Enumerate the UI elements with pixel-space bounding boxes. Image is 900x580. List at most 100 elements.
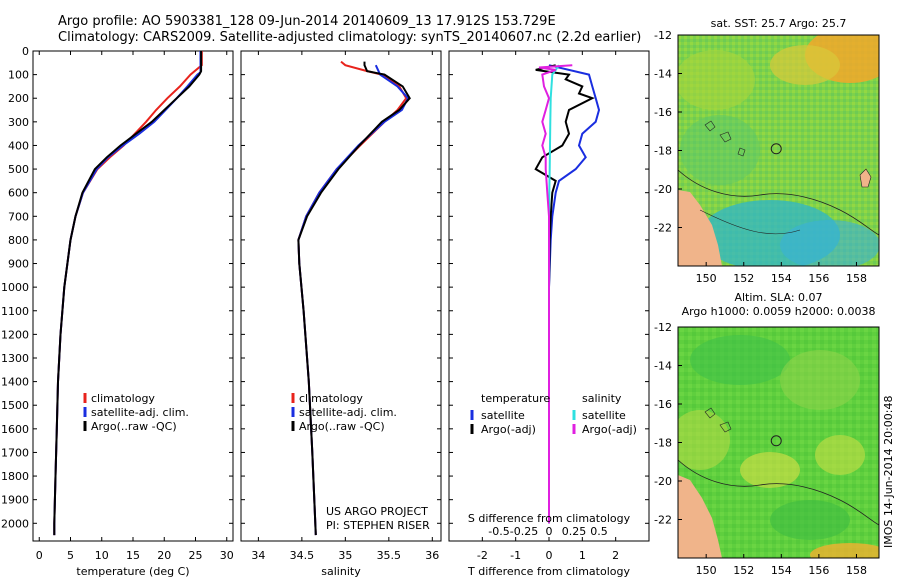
- map-xtick-label: 154: [771, 564, 792, 577]
- temperature-xtick-label: 15: [126, 549, 140, 562]
- salinity-diff-tick-label: -0.25: [510, 525, 538, 538]
- map-ytick-label: -22: [654, 514, 672, 527]
- salinity-xtick-label: 36: [425, 549, 439, 562]
- map-ytick-label: -20: [654, 183, 672, 196]
- legend-label: satellite: [582, 409, 626, 422]
- salinity-xlabel: salinity: [321, 565, 361, 578]
- title-line-1: Argo profile: AO 5903381_128 09-Jun-2014…: [58, 14, 556, 29]
- imos-timestamp: IMOS 14-Jun-2014 20:00:48: [882, 395, 895, 548]
- sla-map-field: [678, 327, 879, 558]
- salinity-diff-tick-label: 0.5: [590, 525, 608, 538]
- legend-label: Argo(-adj): [582, 423, 637, 436]
- y-tick-label: 1500: [1, 399, 29, 412]
- differences-xtick-label: -1: [510, 549, 521, 562]
- map-ytick-label: -18: [654, 145, 672, 158]
- legend-title-salinity: salinity: [582, 392, 622, 405]
- y-tick-label: 1700: [1, 446, 29, 459]
- temperature-xtick-label: 0: [36, 549, 43, 562]
- map-ytick-label: -18: [654, 437, 672, 450]
- salinity-xtick-label: 35.5: [377, 549, 402, 562]
- map-ytick-label: -12: [654, 321, 672, 334]
- series-t-argo-adj-: [534, 64, 595, 524]
- differences-xlabel: T difference from climatology: [467, 565, 630, 578]
- y-tick-label: 1400: [1, 376, 29, 389]
- series-argo-raw-qc-: [53, 51, 203, 536]
- y-tick-label: 800: [8, 234, 29, 247]
- salinity-xtick-label: 34.5: [290, 549, 315, 562]
- legend-label: satellite: [481, 409, 525, 422]
- legend-label: Argo(..raw -QC): [91, 420, 177, 433]
- temperature-xtick-label: 5: [67, 549, 74, 562]
- y-tick-label: 1200: [1, 328, 29, 341]
- map-xtick-label: 156: [808, 564, 829, 577]
- map-xtick-label: 158: [846, 564, 867, 577]
- map-ytick-label: -14: [654, 360, 672, 373]
- map-xtick-label: 154: [771, 272, 792, 285]
- project-annotation: US ARGO PROJECT: [326, 505, 428, 518]
- map-ytick-label: -14: [654, 68, 672, 81]
- sst-map-field: [678, 35, 879, 266]
- sst-map-title: sat. SST: 25.7 Argo: 25.7: [711, 17, 847, 30]
- map-ytick-label: -12: [654, 29, 672, 42]
- y-tick-label: 900: [8, 258, 29, 271]
- sla-map-title: Argo h1000: 0.0059 h2000: 0.0038: [682, 305, 876, 318]
- y-tick-label: 600: [8, 187, 29, 200]
- series-satellite-adj-clim-: [53, 51, 202, 536]
- argo-position-marker: [770, 435, 782, 447]
- map-ytick-label: -16: [654, 106, 672, 119]
- series-s-argo-adj-: [538, 64, 573, 524]
- legend-label: climatology: [91, 392, 155, 405]
- argo-position-marker: [770, 143, 782, 155]
- y-tick-label: 0: [22, 45, 29, 58]
- differences-xtick-label: 2: [612, 549, 619, 562]
- salinity-diff-tick-label: 0: [546, 525, 553, 538]
- y-tick-label: 1900: [1, 494, 29, 507]
- y-tick-label: 1000: [1, 281, 29, 294]
- legend-label: Argo(..raw -QC): [299, 420, 385, 433]
- title-line-2: Climatology: CARS2009. Satellite-adjuste…: [58, 30, 642, 45]
- map-xtick-label: 150: [696, 564, 717, 577]
- series-argo-raw-qc-: [297, 61, 411, 536]
- y-tick-label: 400: [8, 139, 29, 152]
- salinity-diff-tick-label: -0.5: [488, 525, 509, 538]
- salinity-xtick-label: 34: [251, 549, 265, 562]
- map-xtick-label: 150: [696, 272, 717, 285]
- differences-xtick-label: 0: [546, 549, 553, 562]
- y-tick-label: 2000: [1, 517, 29, 530]
- legend-label: satellite-adj. clim.: [299, 406, 397, 419]
- map-ytick-label: -20: [654, 475, 672, 488]
- map-ytick-label: -22: [654, 222, 672, 235]
- differences-xtick-label: 1: [579, 549, 586, 562]
- y-tick-label: 200: [8, 92, 29, 105]
- project-annotation: PI: STEPHEN RISER: [326, 519, 430, 532]
- y-tick-label: 1300: [1, 352, 29, 365]
- legend-label: Argo(-adj): [481, 423, 536, 436]
- temperature-xtick-label: 25: [189, 549, 203, 562]
- temperature-xlabel: temperature (deg C): [76, 565, 189, 578]
- map-ytick-label: -16: [654, 398, 672, 411]
- temperature-xtick-label: 10: [95, 549, 109, 562]
- legend-title-temperature: temperature: [481, 392, 550, 405]
- y-tick-label: 100: [8, 69, 29, 82]
- y-tick-label: 1800: [1, 470, 29, 483]
- map-xtick-label: 158: [846, 272, 867, 285]
- salinity-diff-tick-label: 0.25: [562, 525, 587, 538]
- y-tick-label: 300: [8, 116, 29, 129]
- y-tick-label: 1100: [1, 305, 29, 318]
- legend-label: satellite-adj. clim.: [91, 406, 189, 419]
- series-satellite-adj-clim-: [297, 64, 410, 536]
- salinity-frame: [240, 50, 442, 542]
- salinity-xtick-label: 35: [338, 549, 352, 562]
- series-climatology: [53, 51, 203, 536]
- y-tick-label: 700: [8, 210, 29, 223]
- series-s-satellite: [548, 64, 560, 524]
- temperature-xtick-label: 20: [157, 549, 171, 562]
- y-tick-label: 1600: [1, 423, 29, 436]
- y-tick-label: 500: [8, 163, 29, 176]
- temperature-xtick-label: 30: [220, 549, 234, 562]
- differences-xtick-label: -2: [477, 549, 488, 562]
- series-climatology: [297, 60, 408, 536]
- salinity-diff-xlabel: S difference from climatology: [468, 512, 631, 525]
- map-xtick-label: 152: [733, 564, 754, 577]
